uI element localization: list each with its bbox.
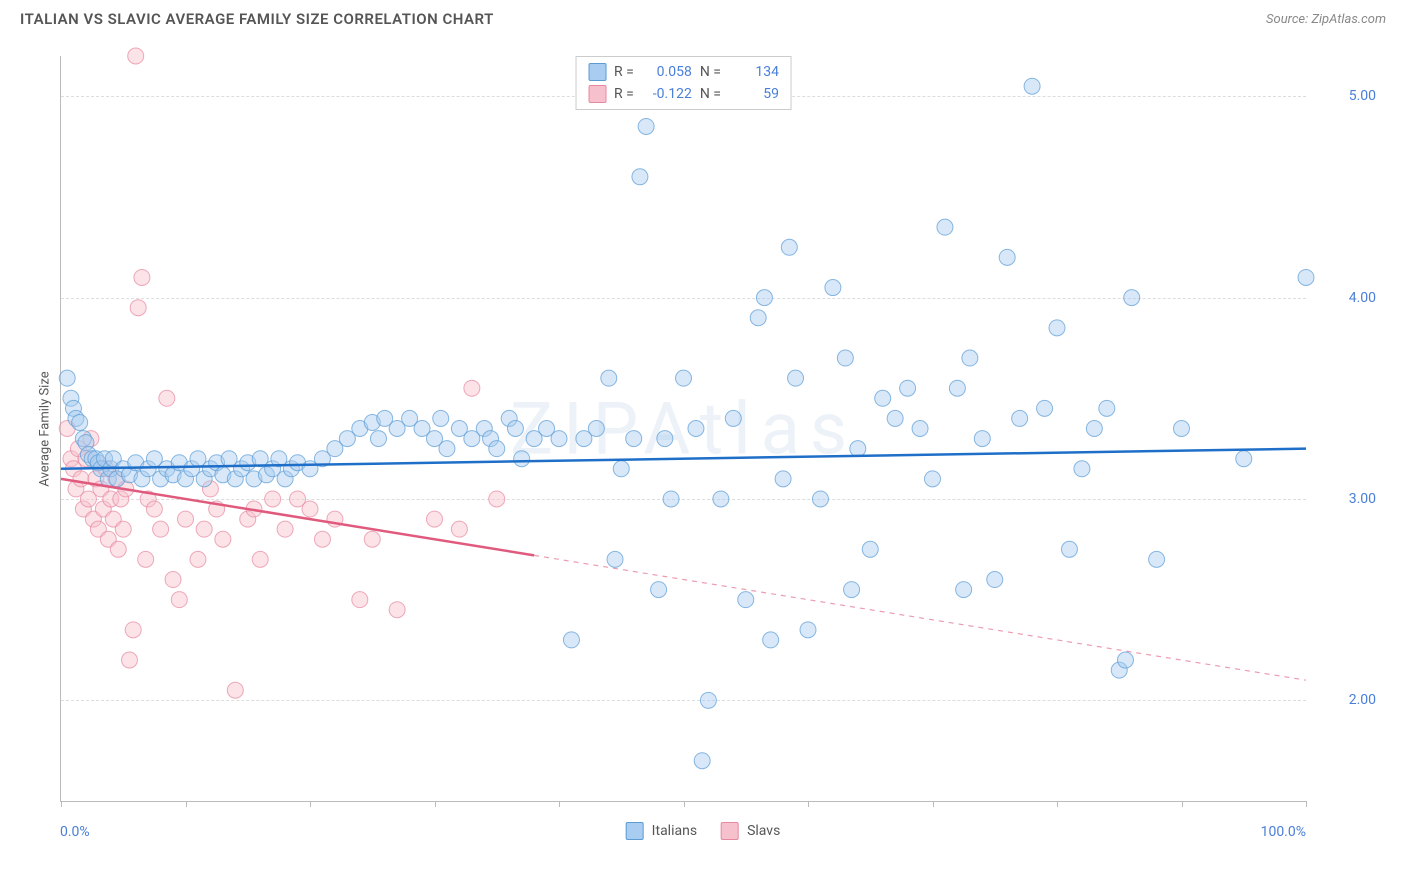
swatch-slavs <box>721 822 739 840</box>
y-tick-label: 4.00 <box>1316 290 1376 306</box>
trend-line <box>61 449 1306 469</box>
x-tick <box>186 801 187 807</box>
n-value-italians: 134 <box>729 64 779 80</box>
legend-label-italians: Italians <box>652 823 697 839</box>
chart-title: ITALIAN VS SLAVIC AVERAGE FAMILY SIZE CO… <box>20 10 494 28</box>
source-attribution: Source: ZipAtlas.com <box>1266 12 1386 27</box>
x-tick <box>1182 801 1183 807</box>
stats-row-italians: R = 0.058 N = 134 <box>588 61 779 83</box>
swatch-slavs <box>588 85 606 103</box>
x-tick <box>684 801 685 807</box>
trend-line <box>61 479 534 556</box>
x-tick <box>310 801 311 807</box>
x-tick <box>1057 801 1058 807</box>
swatch-italians <box>626 822 644 840</box>
stats-row-slavs: R = -0.122 N = 59 <box>588 83 779 105</box>
x-axis-min-label: 0.0% <box>60 824 90 840</box>
legend-label-slavs: Slavs <box>747 823 780 839</box>
trend-line-extrapolated <box>534 555 1306 680</box>
x-axis-max-label: 100.0% <box>1261 824 1306 840</box>
swatch-italians <box>588 63 606 81</box>
x-tick <box>933 801 934 807</box>
y-axis-label: Average Family Size <box>38 371 53 486</box>
trend-layer <box>61 56 1306 801</box>
y-tick-label: 5.00 <box>1316 88 1376 104</box>
chart-container: Average Family Size ZIPAtlas R = 0.058 N… <box>20 36 1386 852</box>
r-value-italians: 0.058 <box>642 64 692 80</box>
x-tick <box>559 801 560 807</box>
correlation-stats-box: R = 0.058 N = 134 R = -0.122 N = 59 <box>575 56 792 110</box>
y-tick-label: 3.00 <box>1316 491 1376 507</box>
bottom-legend: Italians Slavs <box>626 822 781 840</box>
y-tick-label: 2.00 <box>1316 692 1376 708</box>
x-tick <box>1306 801 1307 807</box>
legend-italians: Italians <box>626 822 697 840</box>
plot-area: Average Family Size ZIPAtlas R = 0.058 N… <box>60 56 1306 802</box>
x-tick <box>61 801 62 807</box>
n-value-slavs: 59 <box>729 86 779 102</box>
r-value-slavs: -0.122 <box>642 86 692 102</box>
x-tick <box>808 801 809 807</box>
x-tick <box>435 801 436 807</box>
legend-slavs: Slavs <box>721 822 780 840</box>
